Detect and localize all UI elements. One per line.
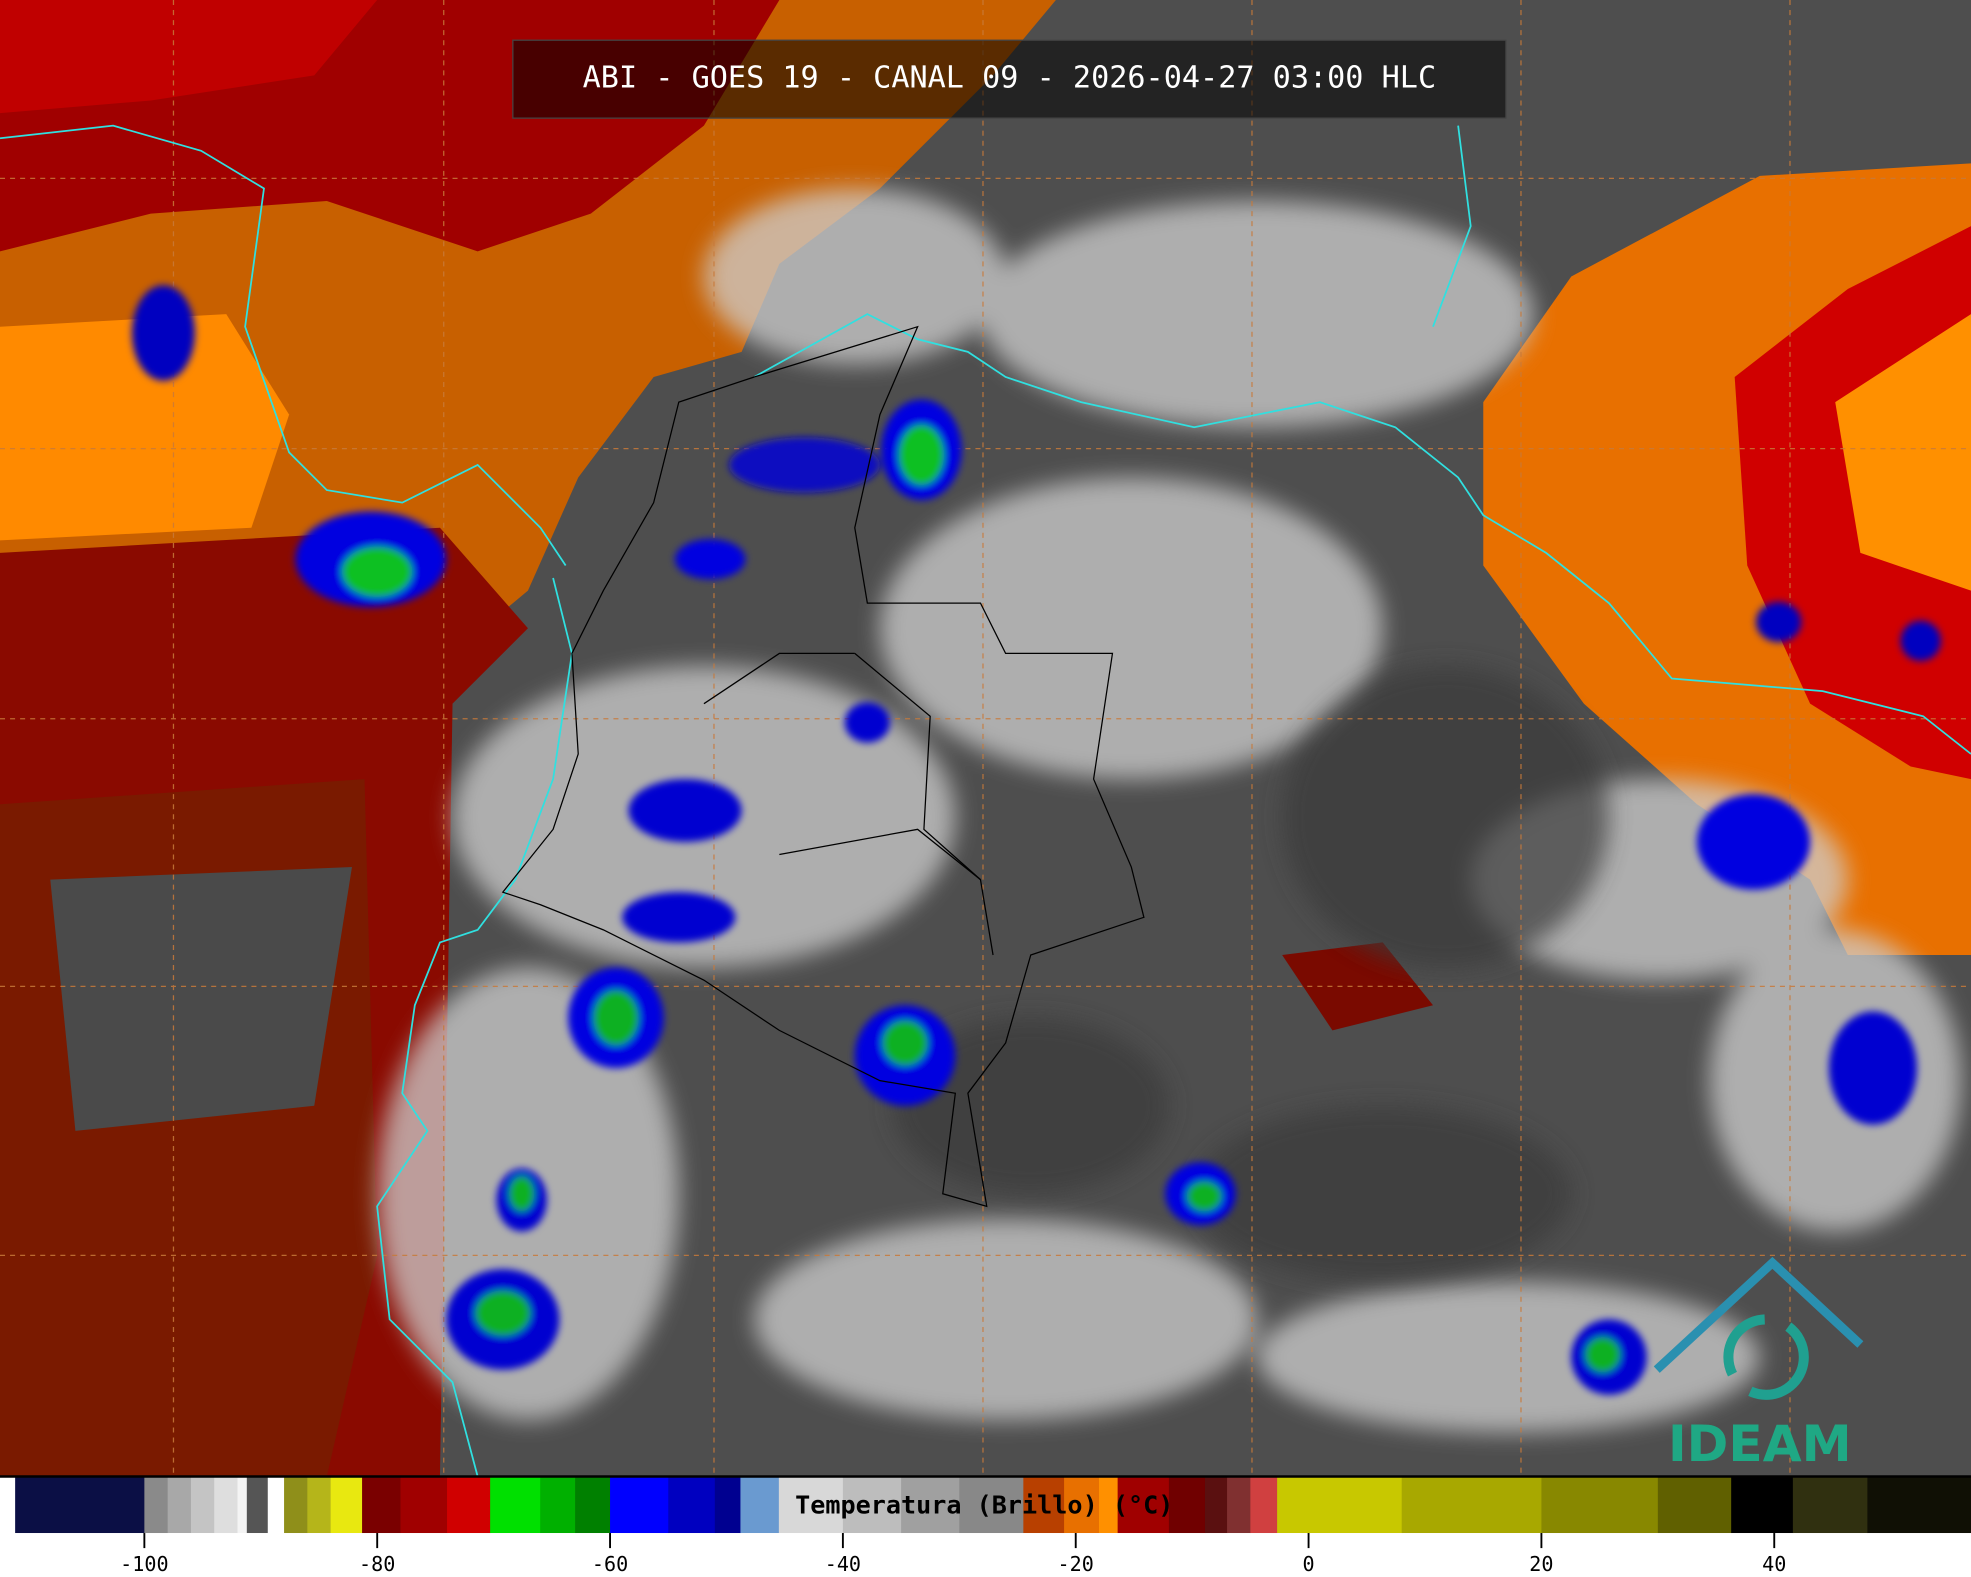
tick-label: -60 bbox=[592, 1552, 628, 1576]
colorbar-segment bbox=[1657, 1476, 1732, 1534]
title: ABI - GOES 19 - CANAL 09 - 2026-04-27 03… bbox=[583, 61, 1436, 96]
map-image bbox=[0, 0, 1971, 1477]
colorbar-segment bbox=[1168, 1476, 1206, 1534]
tick-label: 40 bbox=[1762, 1552, 1786, 1576]
colorbar-segment bbox=[1541, 1476, 1659, 1534]
colorbar-segment bbox=[959, 1476, 1024, 1534]
colorbar-segment bbox=[284, 1476, 308, 1534]
colorbar-segment bbox=[1867, 1476, 1971, 1534]
colorbar-segment bbox=[307, 1476, 332, 1534]
colorbar-segment bbox=[610, 1476, 669, 1534]
colorbar-segment bbox=[1277, 1476, 1403, 1534]
tick-label: 20 bbox=[1529, 1552, 1553, 1576]
colorbar-segment bbox=[668, 1476, 716, 1534]
tick-label: -20 bbox=[1058, 1552, 1094, 1576]
colorbar-segment bbox=[0, 1476, 16, 1534]
colorbar-segment bbox=[237, 1476, 248, 1534]
colorbar-segment bbox=[167, 1476, 192, 1534]
colorbar-segment bbox=[190, 1476, 215, 1534]
colorbar-segment bbox=[1731, 1476, 1794, 1534]
colorbar-segment bbox=[267, 1476, 285, 1534]
colorbar-segment bbox=[540, 1476, 576, 1534]
colorbar-segment bbox=[144, 1476, 169, 1534]
colorbar-segment bbox=[362, 1476, 402, 1534]
colorbar-segment bbox=[330, 1476, 363, 1534]
colorbar-segment bbox=[1023, 1476, 1065, 1534]
colorbar-label: Temperatura (Brillo) (°C) bbox=[795, 1491, 1173, 1520]
tick-label: -80 bbox=[359, 1552, 395, 1576]
colorbar-segment bbox=[490, 1476, 541, 1534]
colorbar-segment bbox=[1204, 1476, 1228, 1534]
colorbar-segment bbox=[1117, 1476, 1170, 1534]
colorbar-segment bbox=[15, 1476, 145, 1534]
title-box bbox=[512, 39, 1507, 119]
tick-label: 0 bbox=[1303, 1552, 1315, 1576]
colorbar-segment bbox=[778, 1476, 844, 1534]
colorbar-segment bbox=[901, 1476, 960, 1534]
logo-text: IDEAM bbox=[1668, 1414, 1852, 1473]
colorbar-segment bbox=[740, 1476, 780, 1534]
colorbar-segment bbox=[575, 1476, 611, 1534]
colorbar-segment bbox=[400, 1476, 448, 1534]
colorbar-segment bbox=[246, 1476, 269, 1534]
tick-label: -40 bbox=[825, 1552, 861, 1576]
colorbar-segment bbox=[1792, 1476, 1869, 1534]
colorbar-segment bbox=[1401, 1476, 1543, 1534]
colorbar-segment bbox=[447, 1476, 491, 1534]
colorbar-segment bbox=[1064, 1476, 1100, 1534]
colorbar-segment bbox=[714, 1476, 742, 1534]
colorbar-segment bbox=[214, 1476, 239, 1534]
colorbar-segment bbox=[1250, 1476, 1278, 1534]
tick-label: -100 bbox=[120, 1552, 168, 1576]
colorbar-segment bbox=[842, 1476, 902, 1534]
colorbar-segment bbox=[1099, 1476, 1119, 1534]
colorbar-segment bbox=[1227, 1476, 1251, 1534]
colorbar: -100 -80 -60 -40 -20 0 20 40 bbox=[0, 1475, 1971, 1576]
